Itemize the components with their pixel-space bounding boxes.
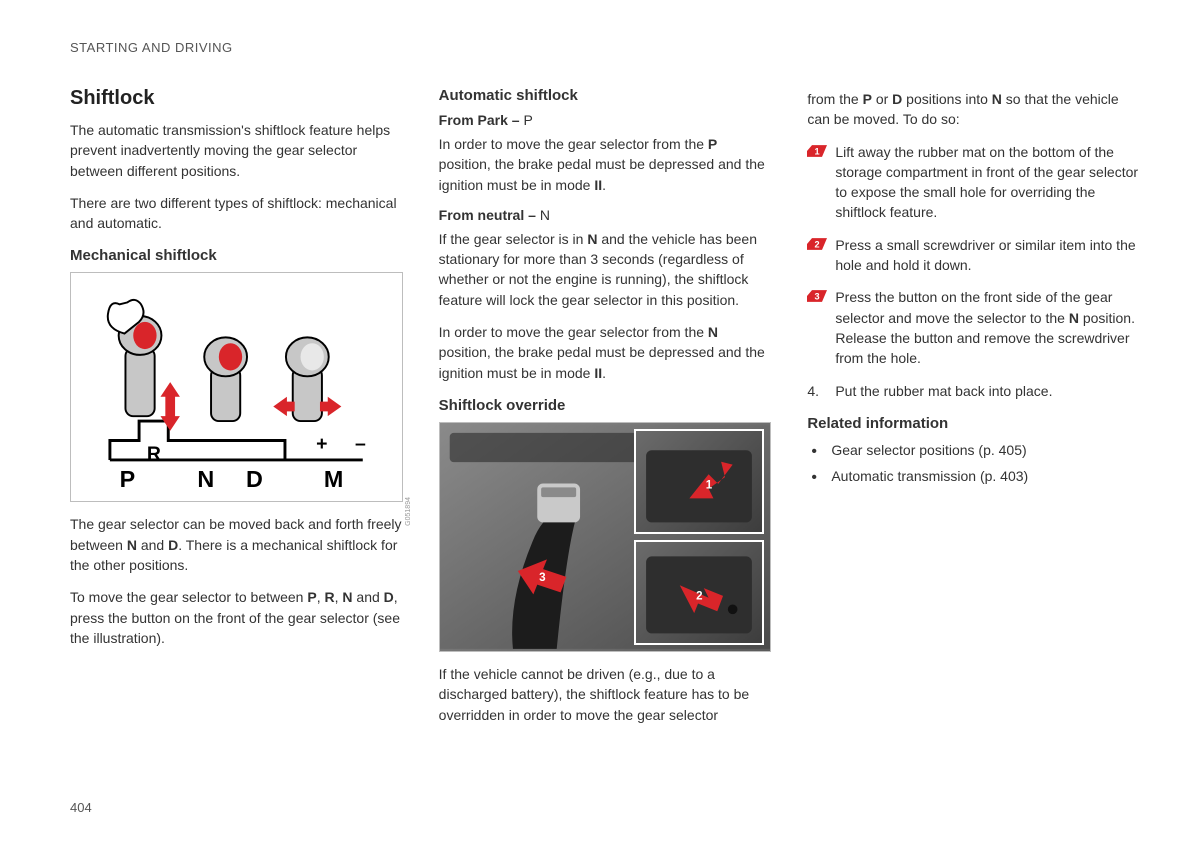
related-heading: Related information [807, 415, 1140, 432]
page-title: Shiftlock [70, 87, 403, 110]
override-figure: 3 1 [439, 422, 772, 652]
mechanical-shiftlock-figure: + – R [70, 272, 403, 502]
page-number: 404 [70, 800, 92, 815]
override-inset-2: 2 [634, 540, 764, 645]
override-step-4: 4. Put the rubber mat back into place. [807, 381, 1140, 401]
from-neutral-p1: If the gear selector is in N and the veh… [439, 229, 772, 310]
column-1: Shiftlock The automatic transmission's s… [70, 87, 403, 737]
mechanical-heading: Mechanical shiftlock [70, 247, 403, 264]
updown-arrow-icon [160, 383, 179, 432]
section-header: STARTING AND DRIVING [70, 40, 1140, 55]
right-arrow-icon [320, 397, 341, 416]
content-columns: Shiftlock The automatic transmission's s… [70, 87, 1140, 737]
from-park-p: In order to move the gear selector from … [439, 134, 772, 195]
svg-text:P: P [120, 467, 136, 493]
override-steps: 1 Lift away the rubber mat on the bottom… [807, 142, 1140, 369]
override-inset-1: 1 [634, 429, 764, 534]
step-4: 4. Put the rubber mat back into place. [807, 381, 1140, 401]
figure-id: G051894 [405, 497, 412, 526]
column-2: Automatic shiftlock From Park – P In ord… [439, 87, 772, 737]
mech-p2: To move the gear selector to between P, … [70, 587, 403, 648]
svg-text:–: – [355, 434, 366, 456]
step-3: 3 Press the button on the front side of … [807, 287, 1140, 368]
knob-2 [204, 338, 247, 422]
left-arrow-icon [273, 397, 294, 416]
from-neutral-heading: From neutral – [439, 207, 540, 223]
column-3: from the P or D positions into N so that… [807, 87, 1140, 737]
related-item-2: Automatic transmission (p. 403) [807, 466, 1140, 486]
from-park-heading: From Park – [439, 112, 524, 128]
svg-text:M: M [324, 467, 343, 493]
from-park-block: From Park – P [439, 112, 772, 130]
from-neutral-p2: In order to move the gear selector from … [439, 322, 772, 383]
step-2: 2 Press a small screwdriver or similar i… [807, 235, 1140, 276]
svg-text:2: 2 [696, 591, 702, 603]
related-list: Gear selector positions (p. 405) Automat… [807, 440, 1140, 487]
svg-text:1: 1 [706, 480, 713, 492]
svg-text:N: N [197, 467, 214, 493]
from-neutral-block: From neutral – N [439, 207, 772, 225]
related-item-1: Gear selector positions (p. 405) [807, 440, 1140, 460]
step-3-badge-icon: 3 [807, 288, 827, 304]
mech-p1: The gear selector can be moved back and … [70, 514, 403, 575]
step-1-badge-icon: 1 [807, 143, 827, 159]
svg-text:+: + [316, 434, 327, 456]
override-heading: Shiftlock override [439, 397, 772, 414]
gear-r-label: R [147, 443, 161, 465]
types-paragraph: There are two different types of shiftlo… [70, 193, 403, 234]
automatic-heading: Automatic shiftlock [439, 87, 772, 104]
override-p: If the vehicle cannot be driven (e.g., d… [439, 664, 772, 725]
step-1: 1 Lift away the rubber mat on the bottom… [807, 142, 1140, 223]
svg-text:3: 3 [815, 292, 820, 302]
gear-diagram-svg: + – R [71, 273, 402, 501]
manual-page: STARTING AND DRIVING Shiftlock The autom… [0, 0, 1200, 845]
svg-text:1: 1 [815, 146, 820, 156]
knob-1 [108, 300, 162, 416]
svg-text:3: 3 [539, 571, 546, 584]
svg-text:D: D [246, 467, 263, 493]
intro-paragraph: The automatic transmission's shiftlock f… [70, 120, 403, 181]
override-cont: from the P or D positions into N so that… [807, 89, 1140, 130]
svg-text:2: 2 [815, 239, 820, 249]
step-2-badge-icon: 2 [807, 236, 827, 252]
